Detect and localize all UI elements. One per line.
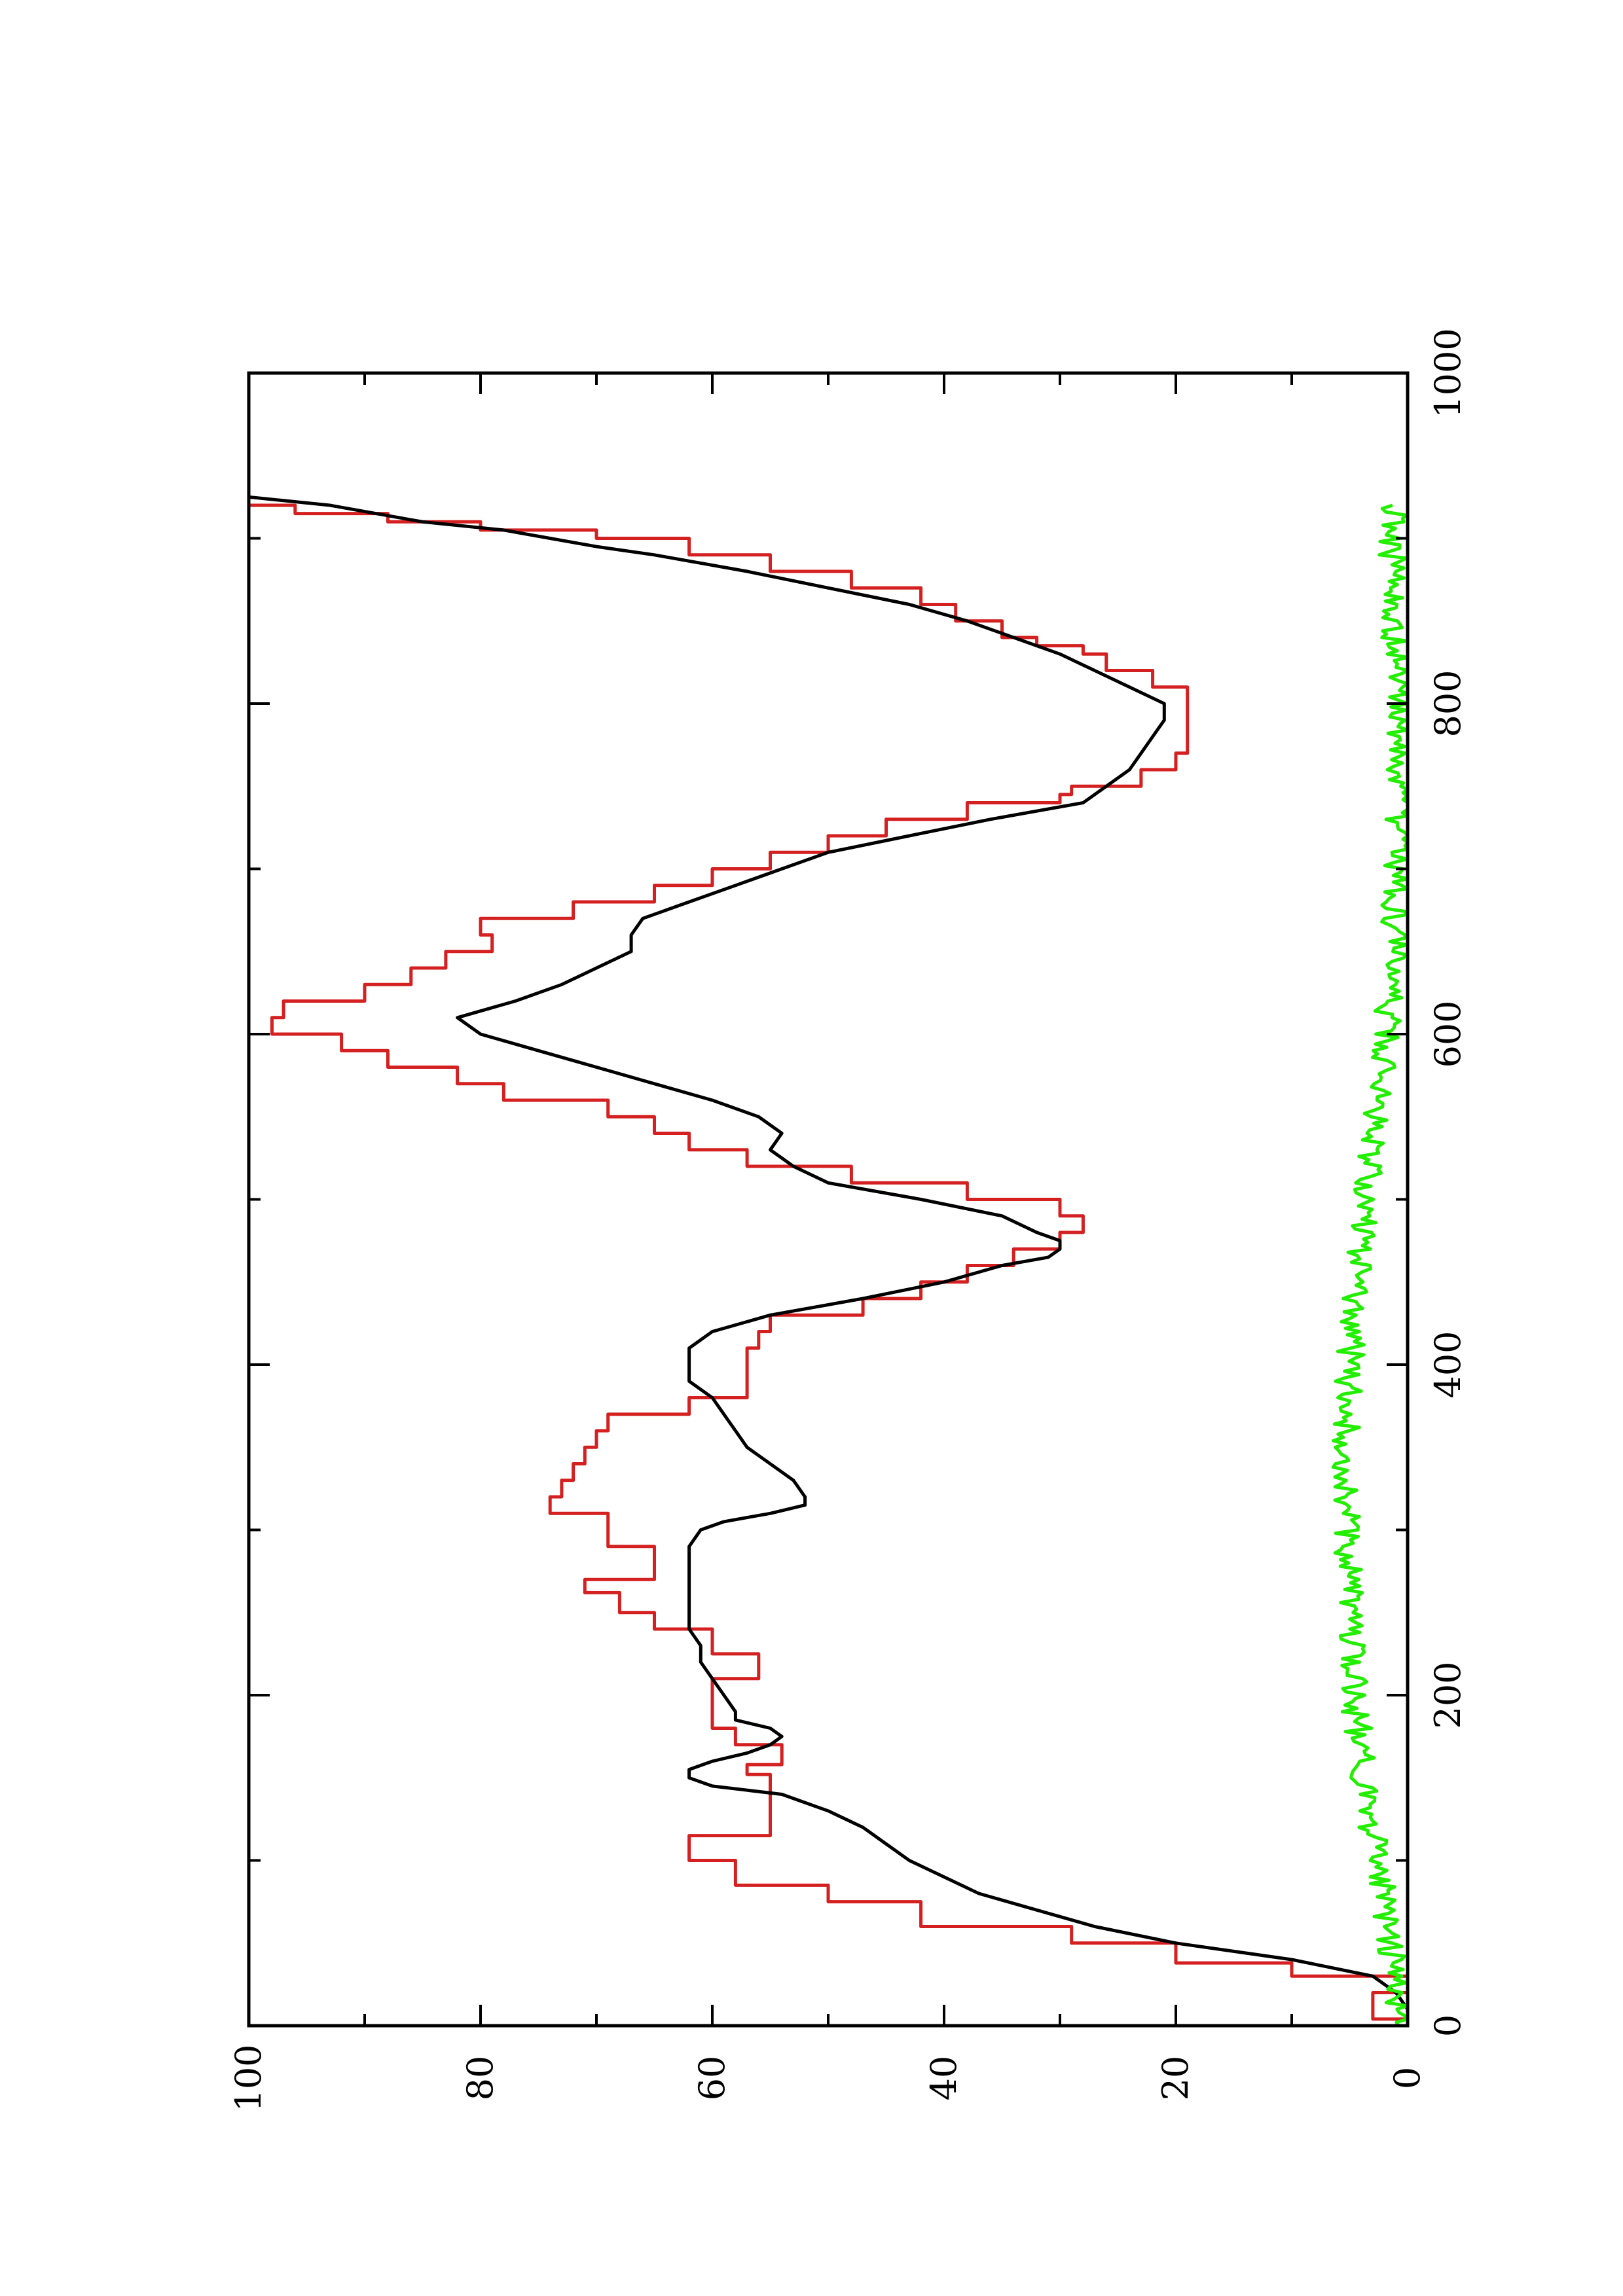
- x-tick-label: 800: [1427, 670, 1468, 737]
- y-tick-label: 80: [460, 2056, 501, 2101]
- plot-frame: [247, 371, 1410, 2028]
- tick-layer: 0 200 400 600 800 1000 0 20 40 60 80 100: [228, 328, 1468, 2111]
- y-tick-label: 60: [691, 2056, 733, 2101]
- series-line-1: [248, 495, 1410, 2026]
- y-tick-label: 0: [1387, 2067, 1428, 2089]
- x-tick-label: 200: [1427, 1661, 1468, 1729]
- y-tick-label: 40: [923, 2056, 964, 2101]
- x-tick-label: 600: [1427, 1000, 1468, 1067]
- series-line-2: [1331, 503, 1410, 2027]
- y-tick-label: 100: [228, 2044, 269, 2111]
- x-tick-label: 1000: [1427, 328, 1468, 418]
- x-tick-label: 0: [1427, 2015, 1468, 2037]
- x-tick-label: 400: [1427, 1331, 1468, 1398]
- series-layer: [247, 495, 1410, 2027]
- series-line-0: [247, 497, 1410, 2026]
- y-tick-label: 20: [1155, 2056, 1196, 2101]
